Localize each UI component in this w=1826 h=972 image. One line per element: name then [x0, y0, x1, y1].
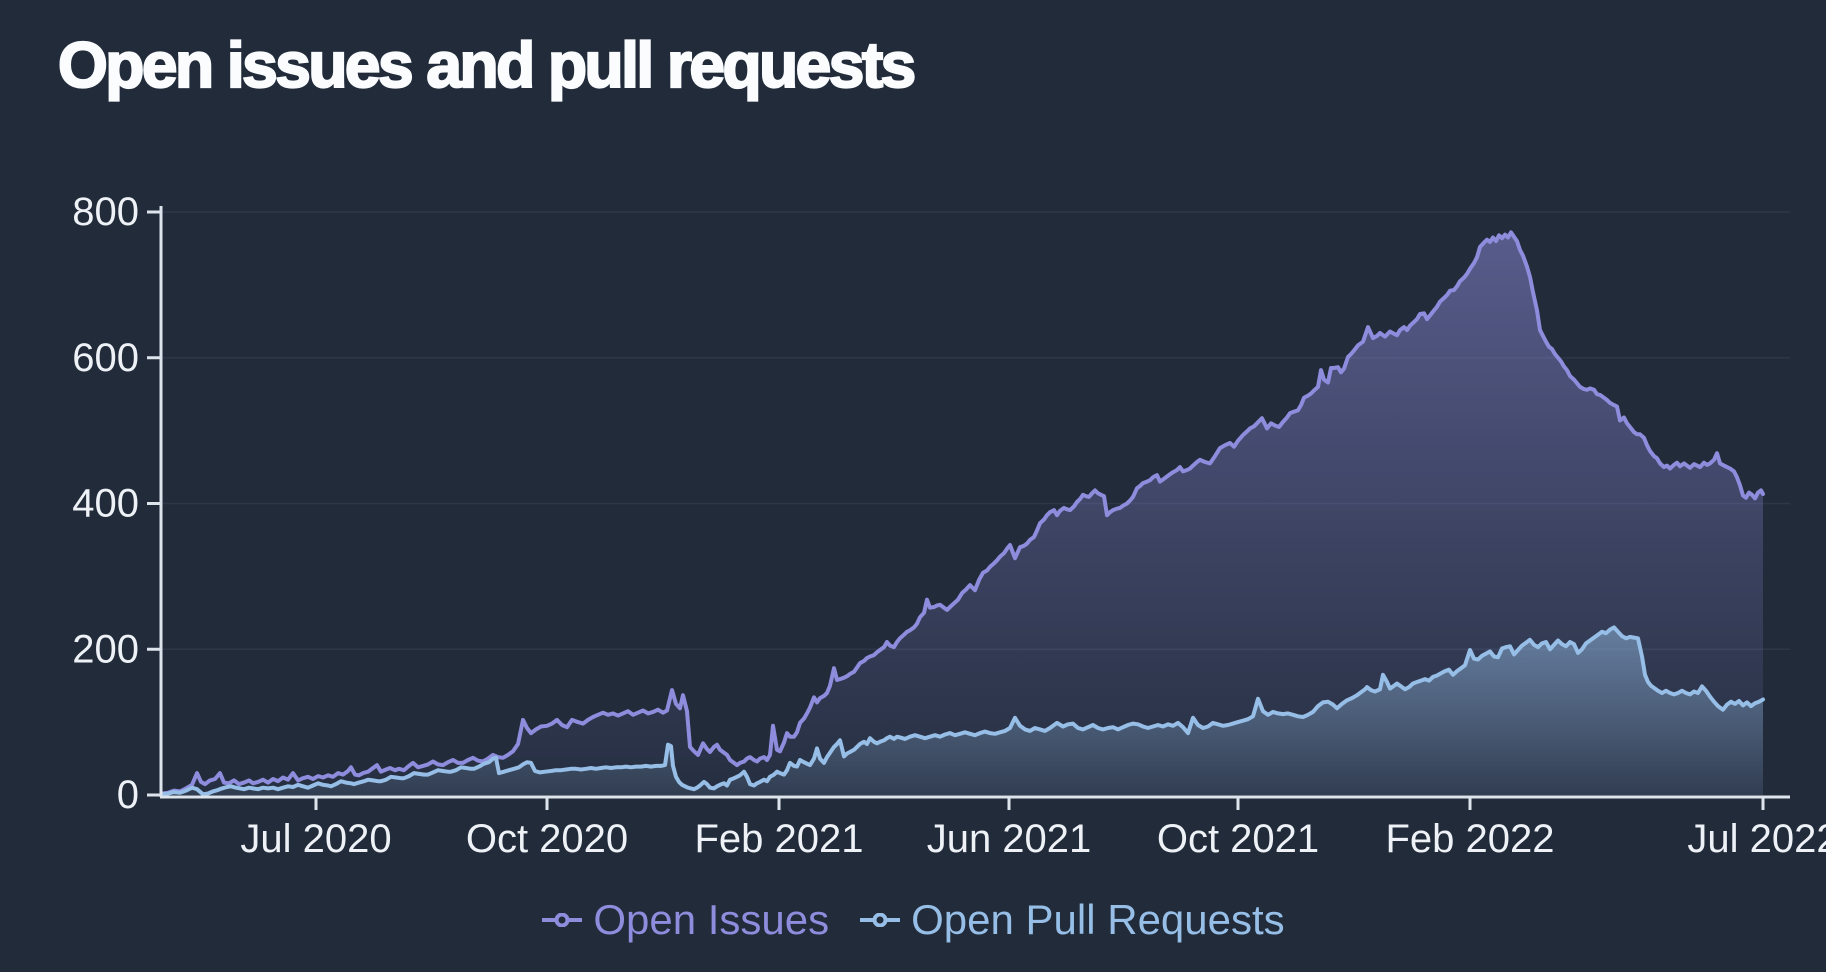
x-tick-label-feb-2021: Feb 2021	[694, 817, 863, 861]
page-title: Open issues and pull requests	[57, 28, 917, 102]
x-tick-label-jul-2022: Jul 2022	[1687, 817, 1826, 861]
open-issues-area	[162, 232, 1763, 795]
y-tick-label-600: 600	[72, 336, 139, 380]
x-tick-label-oct-2020: Oct 2020	[466, 817, 628, 861]
line-marker-icon	[860, 913, 901, 927]
legend-label-open-issues: Open Issues	[593, 896, 830, 943]
y-tick-label-400: 400	[72, 482, 139, 526]
x-tick-label-jun-2021: Jun 2021	[927, 817, 1092, 861]
open-pull-requests-line	[160, 625, 1765, 797]
legend-label-open-pull-requests: Open Pull Requests	[911, 896, 1285, 943]
legend-item-open-issues[interactable]: Open Issues	[541, 896, 829, 944]
open-issues-line	[160, 230, 1765, 796]
line-marker-icon	[542, 913, 583, 927]
x-tick-label-feb-2022: Feb 2022	[1385, 817, 1554, 861]
y-tick-label-0: 0	[117, 773, 139, 817]
x-tick-label-jul-2020: Jul 2020	[240, 817, 391, 861]
legend-item-open-pull-requests[interactable]: Open Pull Requests	[859, 896, 1285, 944]
y-tick-label-200: 200	[72, 627, 139, 671]
chart-legend: Open Issues Open Pull Requests	[0, 896, 1826, 944]
open-pull-requests-area	[162, 627, 1763, 795]
y-tick-label-800: 800	[72, 190, 139, 234]
x-tick-label-oct-2021: Oct 2021	[1157, 817, 1319, 861]
